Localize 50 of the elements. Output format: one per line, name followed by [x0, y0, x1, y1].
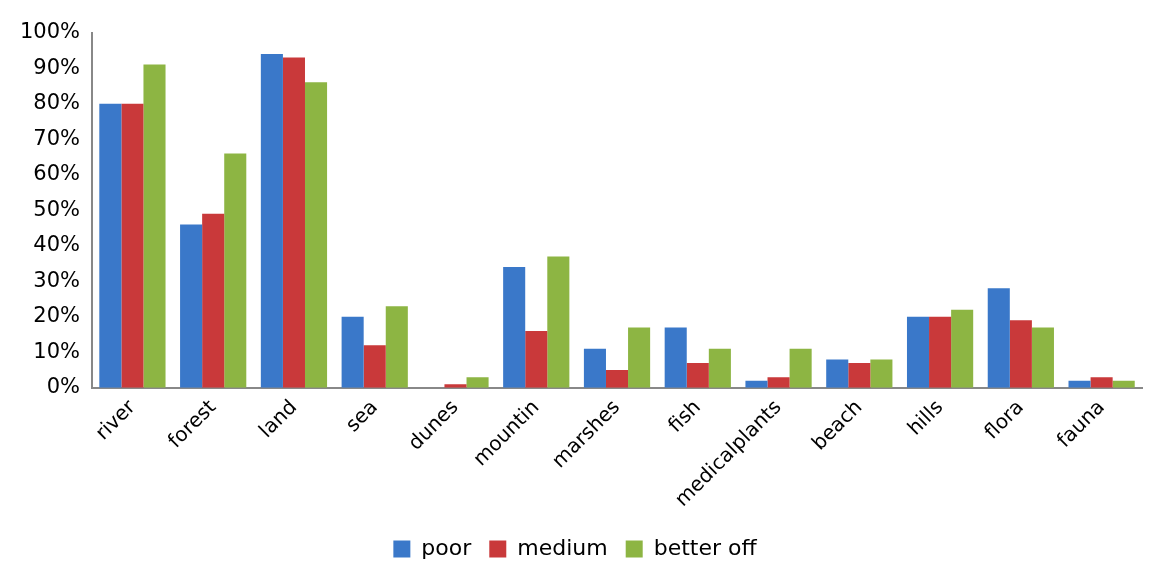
bar	[789, 348, 812, 388]
bar	[121, 103, 144, 388]
bar	[848, 362, 871, 388]
y-tick-label: 50%	[33, 196, 81, 221]
y-tick-label: 100%	[19, 19, 81, 44]
bar	[466, 377, 489, 388]
bar	[1031, 327, 1054, 388]
y-tick-label: 20%	[33, 303, 81, 328]
bar	[143, 64, 166, 388]
y-tick-label: 30%	[33, 267, 81, 292]
bar	[951, 309, 974, 388]
bar	[605, 370, 629, 388]
bar	[767, 377, 790, 388]
y-tick-label: 10%	[33, 338, 81, 363]
bar	[987, 288, 1010, 388]
y-tick-label: 70%	[33, 125, 81, 150]
bar	[202, 213, 225, 388]
legend-label: better off	[653, 534, 758, 560]
x-tick-label: sea	[340, 394, 382, 437]
bar	[547, 256, 570, 388]
bar	[503, 267, 526, 388]
bar	[664, 327, 687, 388]
x-tick-label: hills	[902, 394, 948, 440]
bar	[929, 316, 952, 388]
y-tick-label: 40%	[33, 232, 81, 257]
y-tick-label: 0%	[46, 374, 81, 399]
bar	[224, 153, 247, 388]
bar	[1090, 377, 1113, 388]
y-tick-label: 80%	[33, 90, 81, 115]
bar	[826, 359, 849, 388]
bar	[260, 53, 283, 388]
y-tick-label: 60%	[33, 161, 81, 186]
bar	[363, 345, 386, 388]
bar	[708, 348, 731, 388]
bar	[341, 316, 364, 388]
bar	[870, 359, 893, 388]
bar	[525, 330, 548, 388]
bar	[180, 224, 203, 388]
bar	[906, 316, 930, 388]
legend-label: poor	[421, 534, 473, 560]
bar	[686, 362, 709, 388]
bar	[1009, 320, 1032, 388]
bar	[385, 306, 408, 388]
bar	[99, 103, 122, 388]
legend-label: medium	[517, 534, 608, 560]
y-tick-label: 90%	[33, 54, 81, 79]
bar	[304, 82, 328, 388]
bar	[628, 327, 651, 388]
bar	[282, 57, 305, 388]
bar	[583, 348, 606, 388]
